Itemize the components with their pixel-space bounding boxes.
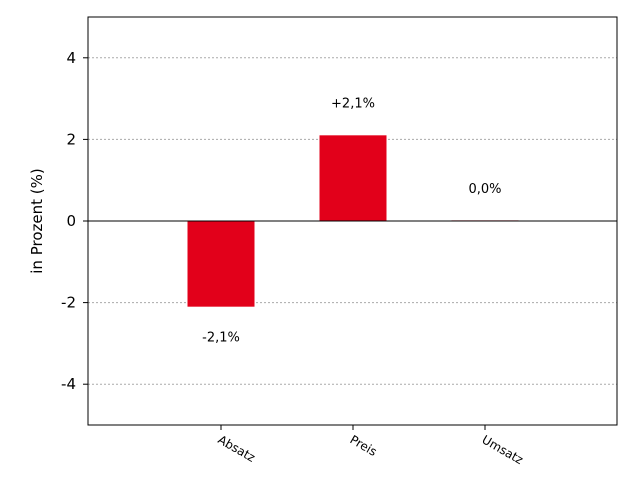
bar-preis [319,135,387,221]
data-labels: -2,1% +2,1% 0,0% [202,96,501,345]
bars [187,135,519,307]
bar-absatz [187,221,255,307]
y-tick-label: 2 [66,130,76,148]
y-axis-label: in Prozent (%) [28,168,46,273]
data-label: -2,1% [202,331,240,346]
data-label: 0,0% [468,182,501,197]
y-axis-ticks: -4 -2 0 2 4 [61,49,88,393]
x-tick-label: Umsatz [480,432,526,467]
data-label: +2,1% [331,96,375,111]
y-tick-label: 4 [66,49,76,67]
x-axis-ticks: Absatz Preis Umsatz [216,425,526,467]
y-tick-label: 0 [66,212,76,230]
x-tick-label: Absatz [216,432,258,464]
y-tick-label: -4 [61,375,76,393]
y-tick-label: -2 [61,294,76,312]
x-tick-label: Preis [348,432,380,458]
